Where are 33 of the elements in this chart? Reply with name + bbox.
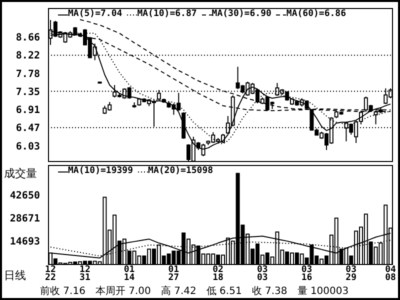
y-tick-label: 42650 [10,190,40,202]
x-tick-label: 03 29 [346,265,357,283]
y-axis-title: 成交量 [4,166,37,181]
x-tick-label: 03 16 [301,265,312,283]
text: 高 7.42 [160,286,196,297]
legend-label: MA(10)=19399 [68,166,134,176]
legend-label: MA(60)=6.86 [286,9,346,19]
legend-label: MA(10)=6.87 [137,9,197,19]
x-axis-title: 日线 [4,268,26,283]
text: 本周开 7.00 [95,286,151,297]
text: 低 6.51 [206,286,242,297]
text: 量 100003 [297,286,349,297]
x-tick-label: 01 14 [124,265,136,283]
x-tick-label: 03 03 [256,265,268,283]
y-tick-label: 14693 [10,236,40,248]
text: 前收 7.16 [40,286,86,297]
legend-label: MA(5)=7.04 [68,9,122,19]
legend-label: MA(30)=6.90 [212,9,272,19]
x-tick-label: 04 08 [385,265,397,283]
x-tick-label: 12 22 [45,265,56,283]
y-tick-label: 6.91 [16,104,40,116]
x-tick-label: 01 27 [168,265,180,283]
text: 收 7.38 [252,286,288,297]
legend-label: MA(20)=15098 [148,166,214,176]
y-tick-label: 7.35 [16,86,40,98]
y-tick-label: 8.66 [16,32,40,44]
y-tick-label: 6.47 [16,123,40,134]
y-tick-label: 28671 [10,214,40,225]
y-tick-label: 6.03 [16,141,40,152]
x-tick-label: 02 18 [212,265,224,283]
y-tick-label: 8.22 [16,50,40,62]
x-tick-label: 12 31 [80,265,90,283]
y-tick-label: 7.78 [16,68,40,80]
